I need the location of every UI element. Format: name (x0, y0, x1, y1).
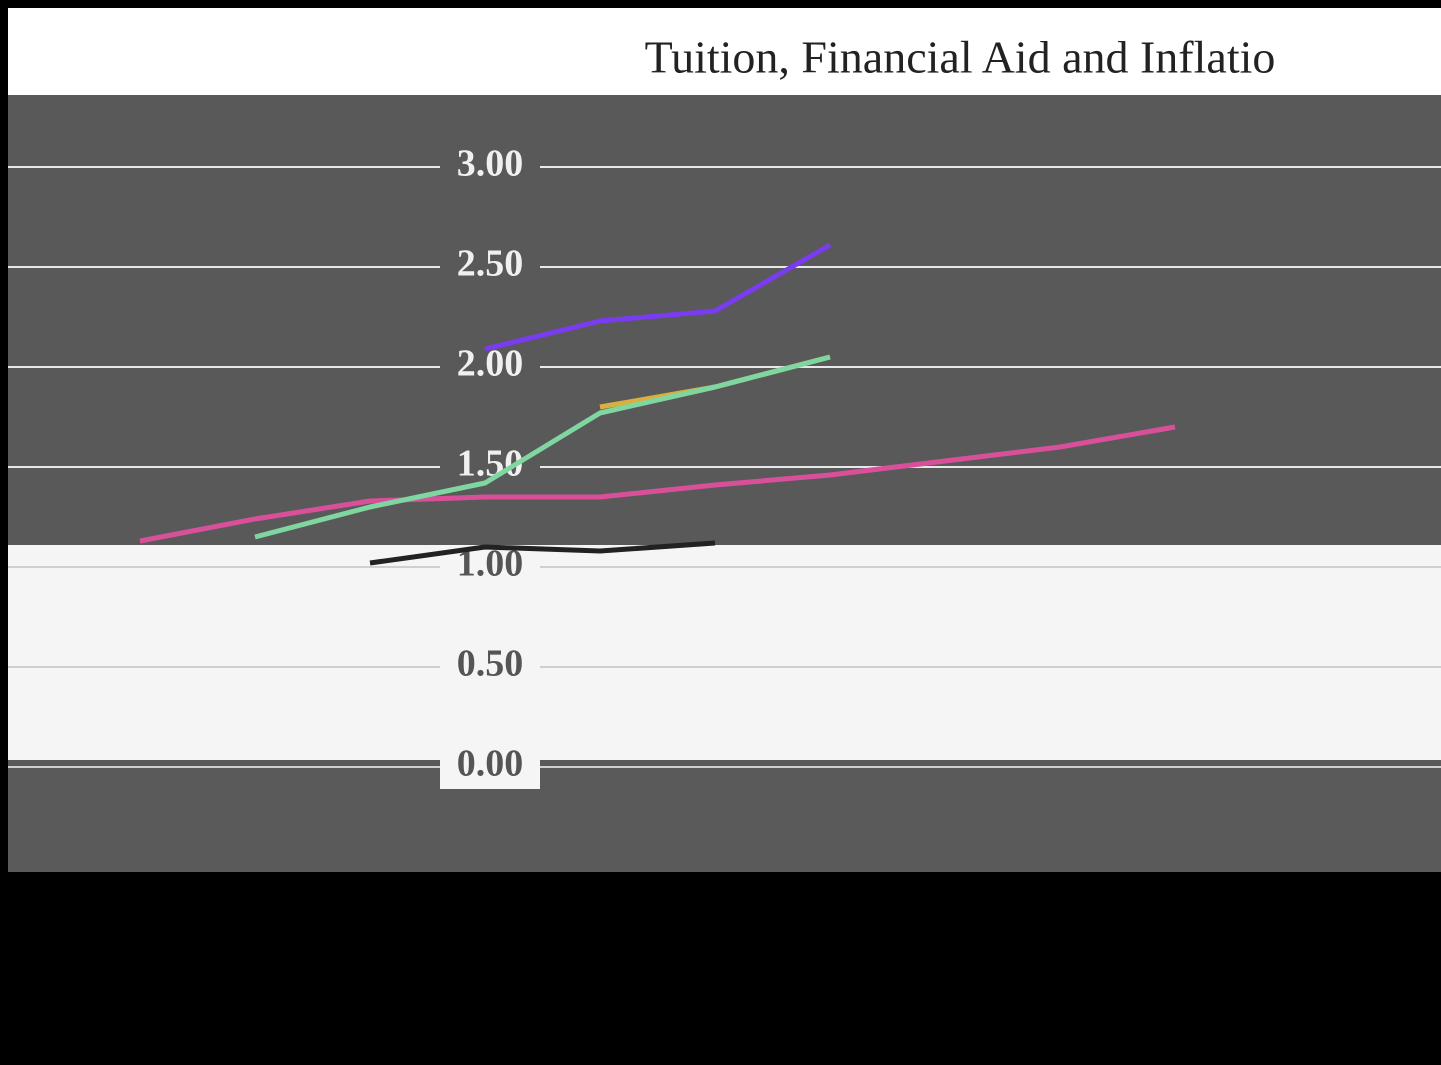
page: Tuition, Financial Aid and Inflatio 0.00… (0, 0, 1441, 1065)
y-tick-label: 0.00 (457, 743, 524, 785)
plot-light (8, 545, 1441, 760)
chart-title: Tuition, Financial Aid and Inflatio (645, 32, 1276, 83)
y-tick-label: 2.50 (457, 243, 524, 285)
x-axis-band (8, 760, 1441, 872)
chart: Tuition, Financial Aid and Inflatio 0.00… (0, 0, 1441, 1065)
y-tick-label: 0.50 (457, 643, 524, 685)
y-tick-label: 3.00 (457, 143, 524, 185)
plot-dark (8, 95, 1441, 545)
